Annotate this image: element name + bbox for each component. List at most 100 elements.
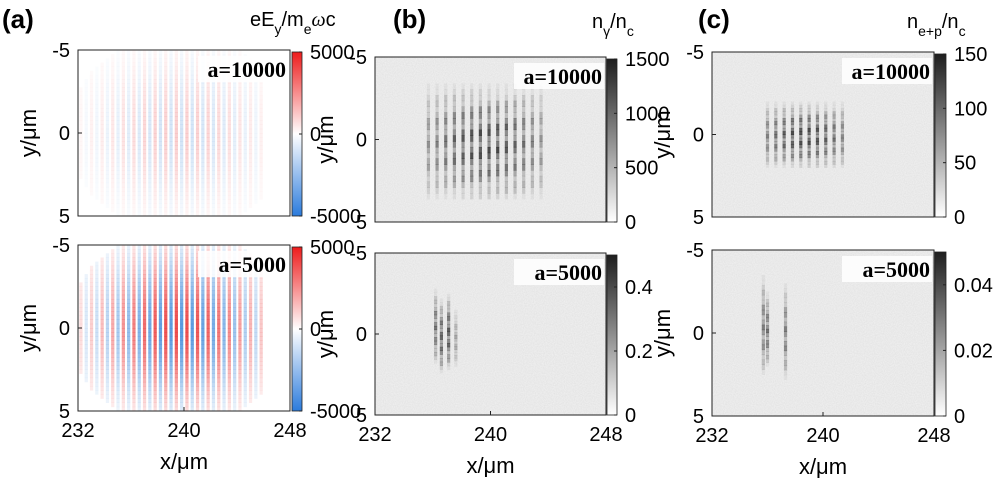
field-cell — [153, 394, 157, 399]
density-cell — [478, 187, 482, 194]
density-cell — [478, 181, 482, 188]
field-cell — [185, 87, 189, 92]
annotation-label: a=5000 — [218, 252, 286, 277]
field-cell — [195, 311, 200, 316]
field-cell — [84, 112, 88, 117]
field-cell — [248, 390, 253, 395]
field-cell — [190, 203, 194, 208]
field-cell — [127, 249, 131, 254]
field-cell — [222, 149, 226, 155]
field-cell — [89, 153, 94, 159]
field-cell — [254, 182, 258, 188]
density-cell — [765, 298, 770, 304]
field-cell — [142, 108, 147, 113]
field-cell — [169, 282, 173, 287]
field-cell — [206, 141, 210, 146]
density-cell — [439, 298, 444, 303]
field-cell — [89, 95, 94, 101]
field-cell — [248, 294, 253, 300]
field-cell — [201, 170, 205, 175]
density-cell — [439, 343, 444, 348]
density-cell — [461, 175, 465, 183]
field-cell — [254, 307, 258, 312]
field-cell — [148, 348, 152, 354]
field-cell — [148, 390, 152, 395]
field-cell — [116, 66, 120, 72]
field-cell — [201, 332, 205, 337]
field-cell — [121, 137, 125, 142]
field-cell — [211, 406, 216, 411]
density-cell — [840, 147, 845, 152]
density-cell — [824, 141, 828, 145]
field-cell — [89, 108, 94, 113]
density-cell — [807, 144, 811, 149]
field-cell — [132, 323, 136, 329]
field-cell — [164, 58, 168, 63]
density-cell — [761, 354, 765, 361]
field-cell — [259, 157, 263, 163]
field-cell — [132, 157, 136, 163]
field-cell — [111, 319, 115, 325]
x-tick-label: 248 — [589, 424, 622, 446]
field-cell — [227, 336, 231, 341]
field-cell — [248, 116, 253, 121]
field-cell — [116, 323, 120, 329]
field-cell — [84, 336, 88, 341]
field-cell — [222, 365, 226, 370]
field-cell — [89, 157, 94, 163]
field-cell — [153, 74, 157, 80]
field-cell — [127, 170, 131, 175]
field-cell — [233, 377, 237, 383]
field-cell — [169, 74, 173, 80]
density-cell — [790, 127, 795, 132]
field-cell — [169, 157, 173, 163]
field-cell — [217, 91, 221, 96]
field-cell — [185, 50, 189, 55]
field-cell — [158, 186, 163, 192]
field-cell — [195, 323, 200, 329]
field-cell — [116, 120, 120, 125]
field-cell — [206, 315, 210, 320]
field-cell — [206, 186, 210, 192]
density-cell — [832, 127, 836, 132]
field-cell — [84, 290, 88, 296]
density-cell — [807, 121, 811, 126]
field-cell — [190, 74, 194, 80]
field-cell — [211, 323, 216, 329]
field-cell — [233, 365, 237, 370]
field-cell — [227, 323, 231, 329]
density-cell — [504, 170, 508, 177]
field-cell — [164, 211, 168, 216]
panel-label-b: (b) — [393, 4, 426, 34]
field-cell — [111, 91, 115, 96]
density-cell — [799, 154, 803, 159]
density-cell — [790, 164, 795, 168]
field-cell — [195, 186, 200, 192]
field-cell — [254, 91, 258, 96]
field-cell — [227, 348, 231, 354]
field-cell — [195, 294, 200, 300]
density-cell — [783, 283, 788, 289]
field-cell — [148, 166, 152, 171]
field-cell — [201, 50, 205, 55]
field-cell — [79, 100, 82, 104]
field-cell — [233, 91, 237, 96]
field-cell — [84, 340, 88, 345]
field-cell — [127, 145, 131, 150]
field-cell — [174, 170, 178, 175]
field-cell — [180, 162, 184, 167]
field-cell — [95, 315, 99, 320]
field-cell — [148, 319, 152, 325]
field-cell — [190, 141, 194, 146]
field-cell — [84, 133, 88, 138]
field-cell — [116, 186, 120, 192]
field-cell — [132, 116, 136, 121]
field-cell — [238, 166, 242, 171]
field-cell — [116, 257, 120, 262]
field-cell — [89, 344, 94, 350]
field-cell — [248, 361, 253, 366]
field-cell — [132, 245, 136, 250]
density-cell — [478, 94, 482, 102]
field-cell — [174, 303, 178, 308]
field-cell — [243, 394, 247, 399]
